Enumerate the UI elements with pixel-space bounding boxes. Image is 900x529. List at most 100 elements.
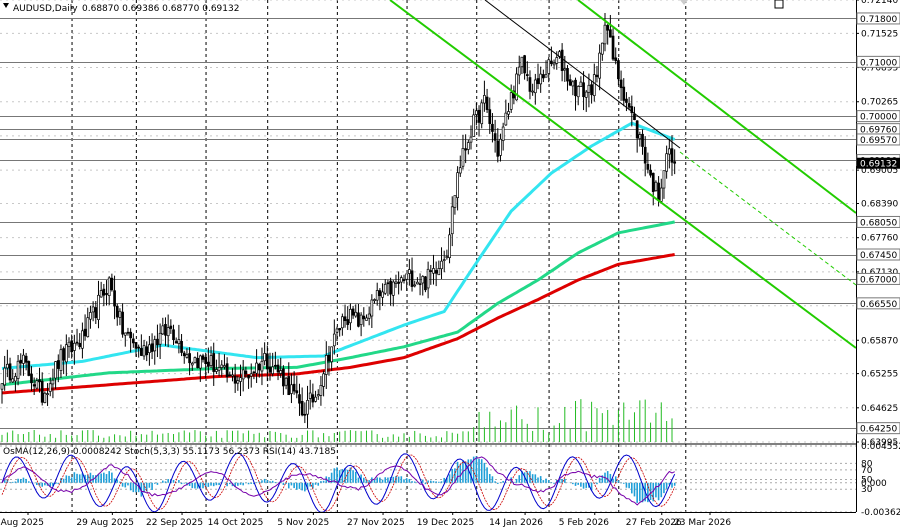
candle-body <box>150 343 154 352</box>
candle-body <box>523 55 526 74</box>
candle-body <box>539 73 543 85</box>
candle-body <box>121 311 124 335</box>
scroll-shift-icon[interactable] <box>774 0 784 9</box>
candle-body <box>507 111 510 115</box>
candle-body <box>480 102 484 125</box>
candle-body <box>378 290 382 297</box>
candle-body <box>437 268 441 276</box>
candle-body <box>440 260 443 270</box>
y-tick-label: 0.70265 <box>861 98 898 108</box>
candle-body <box>14 376 17 382</box>
trend-line-dashed <box>679 151 857 286</box>
candle-body <box>198 355 202 369</box>
candle-body <box>405 273 409 280</box>
candle-body <box>665 153 668 172</box>
candle-body <box>279 370 283 374</box>
candle-body <box>598 52 601 79</box>
candle-body <box>27 361 31 376</box>
candle-body <box>306 399 309 415</box>
candle-body <box>531 90 534 93</box>
candle-body <box>448 234 451 258</box>
candle-body <box>11 378 15 383</box>
candle-body <box>241 369 245 380</box>
price-level-label: 0.70000 <box>860 113 897 123</box>
candle-body <box>386 282 390 285</box>
candle-body <box>464 148 467 151</box>
candle-body <box>59 349 63 371</box>
candle-body <box>145 346 149 356</box>
candle-body <box>182 352 186 357</box>
candle-body <box>231 374 234 377</box>
osc-tick-label: 70 <box>861 466 873 476</box>
candle-body <box>418 283 422 286</box>
y-tick-label: 0.70895 <box>861 64 898 74</box>
candle-body <box>271 366 275 375</box>
candle-body <box>370 299 374 317</box>
candle-body <box>185 354 189 358</box>
channel-line-lower <box>389 0 857 349</box>
candle-body <box>252 371 256 374</box>
candle-body <box>174 341 178 344</box>
price-level-label: 0.68050 <box>860 218 897 228</box>
candle-body <box>239 377 242 382</box>
candle-body <box>30 373 33 384</box>
candle-body <box>118 310 122 318</box>
candle-body <box>156 338 159 346</box>
candle-body <box>330 346 333 363</box>
candle-body <box>544 74 548 78</box>
candle-body <box>142 345 146 357</box>
osc-tick-label: 50 <box>861 476 873 486</box>
candle-body <box>263 353 266 362</box>
candle-body <box>341 316 344 329</box>
candle-body <box>461 148 465 167</box>
candle-body <box>19 359 23 364</box>
osc-tick-label: 0.000 <box>861 479 887 489</box>
candle-body <box>338 327 342 331</box>
candle-body <box>469 136 473 143</box>
price-level-tag <box>856 248 900 261</box>
chart-shift-icon[interactable] <box>680 0 688 5</box>
candle-body <box>180 340 183 353</box>
candle-body <box>260 360 264 372</box>
osc-tick-label: 30 <box>861 485 873 495</box>
candle-body <box>113 290 116 307</box>
price-level-tag <box>856 272 900 285</box>
candle-body <box>622 86 626 101</box>
candle-body <box>445 256 449 259</box>
candle-body <box>105 293 108 295</box>
candle-body <box>424 276 427 291</box>
candle-body <box>662 170 666 189</box>
candle-body <box>0 383 4 390</box>
candle-body <box>354 311 358 317</box>
candle-body <box>126 331 130 334</box>
candle-body <box>362 315 366 320</box>
candle-body <box>667 148 671 155</box>
candle-body <box>426 268 430 289</box>
candles <box>0 12 677 428</box>
candle-body <box>204 357 208 364</box>
candle-body <box>217 367 221 371</box>
candle-body <box>153 339 157 352</box>
price-level-tag <box>856 215 900 228</box>
trend-lines <box>389 0 857 349</box>
candle-body <box>649 169 652 176</box>
candle-body <box>70 340 74 353</box>
oscillator-panel <box>0 443 856 514</box>
collapse-arrow-icon[interactable] <box>3 3 9 8</box>
candle-body <box>595 74 599 78</box>
candle-body <box>590 84 593 96</box>
candle-body <box>477 109 481 123</box>
x-tick-label: 14 Jan 2026 <box>489 518 543 528</box>
candle-body <box>576 86 580 98</box>
candle-body <box>638 134 642 140</box>
x-tick-label: 14 Oct 2025 <box>208 518 264 528</box>
candle-body <box>367 313 371 319</box>
candle-body <box>416 281 419 285</box>
x-tick-label: 19 Dec 2025 <box>417 518 475 528</box>
candle-body <box>509 92 513 110</box>
candle-body <box>212 353 216 372</box>
y-tick-label: 0.65255 <box>861 370 898 380</box>
candle-body <box>373 299 376 301</box>
candle-body <box>635 120 639 139</box>
